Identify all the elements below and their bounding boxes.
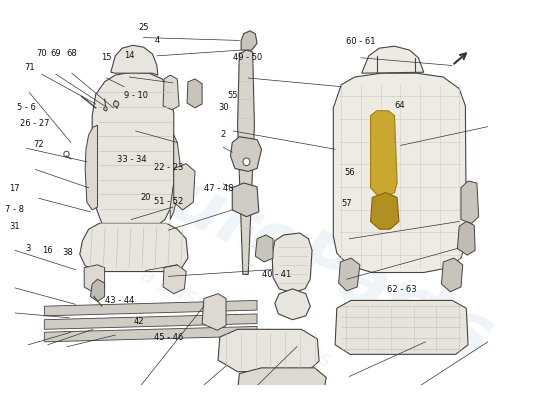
Polygon shape <box>90 279 104 302</box>
Polygon shape <box>238 368 326 400</box>
Text: 49 - 50: 49 - 50 <box>233 52 262 62</box>
Polygon shape <box>111 45 158 75</box>
Text: 30: 30 <box>218 102 229 112</box>
Polygon shape <box>461 181 478 224</box>
Polygon shape <box>371 111 397 198</box>
Polygon shape <box>333 73 466 272</box>
Circle shape <box>113 101 119 107</box>
Text: 33 - 34: 33 - 34 <box>117 155 146 164</box>
Text: 31: 31 <box>9 222 20 231</box>
Text: 57: 57 <box>342 199 353 208</box>
Text: euroParts: euroParts <box>116 145 503 375</box>
Polygon shape <box>497 120 529 272</box>
Text: 51 - 52: 51 - 52 <box>153 196 183 206</box>
Text: 62 - 63: 62 - 63 <box>387 285 417 294</box>
Text: 47 - 48: 47 - 48 <box>204 184 233 193</box>
Polygon shape <box>275 289 310 320</box>
Text: 7 - 8: 7 - 8 <box>5 206 24 214</box>
Polygon shape <box>163 75 179 110</box>
Text: 70: 70 <box>36 50 47 58</box>
Polygon shape <box>80 224 188 272</box>
Text: 22 - 23: 22 - 23 <box>153 163 183 172</box>
Polygon shape <box>174 164 195 210</box>
Polygon shape <box>362 46 424 73</box>
Polygon shape <box>202 294 226 330</box>
Text: 9 - 10: 9 - 10 <box>124 91 147 100</box>
Polygon shape <box>85 125 97 210</box>
Text: 71: 71 <box>24 63 35 72</box>
Text: 64: 64 <box>394 102 405 110</box>
Polygon shape <box>92 72 174 233</box>
Text: 55: 55 <box>228 91 238 100</box>
Text: 5 - 6: 5 - 6 <box>18 103 36 112</box>
Polygon shape <box>218 329 319 372</box>
Text: 26 - 27: 26 - 27 <box>20 119 50 128</box>
Polygon shape <box>84 265 104 294</box>
Polygon shape <box>371 192 399 229</box>
Text: 20: 20 <box>140 193 151 202</box>
Text: 25: 25 <box>139 23 149 32</box>
Polygon shape <box>170 135 180 220</box>
Polygon shape <box>232 183 259 217</box>
Circle shape <box>64 151 69 157</box>
Text: 4: 4 <box>155 36 159 45</box>
Polygon shape <box>163 265 186 294</box>
Text: 38: 38 <box>62 248 73 257</box>
Text: 72: 72 <box>34 140 45 149</box>
Text: 43 - 44: 43 - 44 <box>104 296 134 305</box>
Text: 42: 42 <box>134 317 144 326</box>
Polygon shape <box>272 233 312 293</box>
Text: 68: 68 <box>67 49 78 58</box>
Polygon shape <box>45 314 257 329</box>
Polygon shape <box>442 258 463 292</box>
Circle shape <box>243 158 250 166</box>
Text: 45 - 46: 45 - 46 <box>153 332 183 342</box>
Polygon shape <box>339 258 360 291</box>
Text: 15: 15 <box>101 52 112 62</box>
Text: 40 - 41: 40 - 41 <box>262 270 292 279</box>
Circle shape <box>104 107 107 111</box>
Polygon shape <box>241 31 257 50</box>
Polygon shape <box>230 137 261 172</box>
Polygon shape <box>458 222 475 255</box>
Text: 17: 17 <box>9 184 20 193</box>
Text: 60 - 61: 60 - 61 <box>346 37 376 46</box>
Polygon shape <box>491 106 536 291</box>
Text: a passion for parts: a passion for parts <box>138 265 334 371</box>
Polygon shape <box>45 326 257 342</box>
Polygon shape <box>498 314 530 363</box>
Text: 14: 14 <box>124 51 134 60</box>
Polygon shape <box>187 79 202 108</box>
Text: 16: 16 <box>42 246 53 255</box>
Polygon shape <box>238 50 255 274</box>
Polygon shape <box>255 235 273 262</box>
Text: 69: 69 <box>51 50 62 58</box>
Polygon shape <box>45 300 257 316</box>
Polygon shape <box>335 300 468 354</box>
Text: 3: 3 <box>26 244 31 253</box>
Text: 2: 2 <box>221 130 226 138</box>
Text: 56: 56 <box>345 168 355 177</box>
